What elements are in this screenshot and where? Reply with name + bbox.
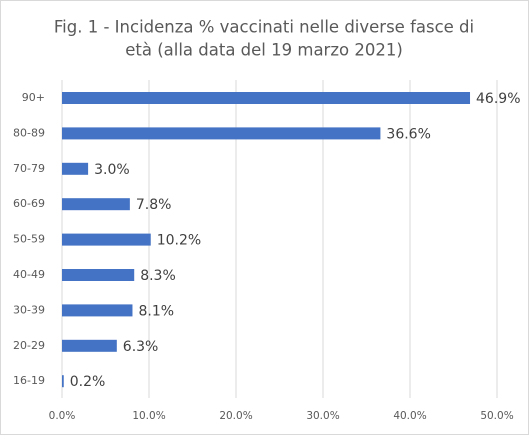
chart-title: età (alla data del 19 marzo 2021) <box>125 41 403 60</box>
y-tick-label: 30-39 <box>13 303 45 316</box>
bar <box>62 127 381 140</box>
value-label: 8.1% <box>138 303 174 319</box>
x-tick-label: 10.0% <box>132 410 165 422</box>
x-tick-label: 40.0% <box>393 410 426 422</box>
value-label: 8.3% <box>140 268 176 284</box>
bar <box>62 162 89 175</box>
value-label: 36.6% <box>386 126 430 142</box>
bar <box>62 92 471 104</box>
bar <box>62 269 135 281</box>
value-label: 3.0% <box>94 162 130 178</box>
y-tick-label: 50-59 <box>13 233 45 246</box>
y-tick-label: 40-49 <box>13 268 45 281</box>
x-tick-label: 30.0% <box>306 410 339 422</box>
y-tick-label: 90+ <box>22 91 45 104</box>
y-tick-label: 20-29 <box>13 339 45 352</box>
value-label: 46.9% <box>476 91 520 107</box>
value-label: 0.2% <box>70 374 106 390</box>
y-tick-label: 16-19 <box>13 374 45 387</box>
y-tick-label: 80-89 <box>13 126 45 139</box>
bar <box>62 233 151 246</box>
bar <box>62 339 117 352</box>
bar <box>62 304 133 317</box>
y-tick-label: 70-79 <box>13 162 45 175</box>
chart-title: Fig. 1 - Incidenza % vaccinati nelle div… <box>54 18 474 37</box>
value-label: 6.3% <box>123 339 159 355</box>
x-tick-label: 20.0% <box>219 410 252 422</box>
value-label: 7.8% <box>136 197 172 213</box>
value-label: 10.2% <box>157 233 201 249</box>
bar <box>62 198 130 211</box>
y-tick-label: 60-69 <box>13 197 45 210</box>
x-tick-label: 50.0% <box>480 410 513 422</box>
x-tick-label: 0.0% <box>49 410 76 422</box>
bar <box>62 375 64 388</box>
